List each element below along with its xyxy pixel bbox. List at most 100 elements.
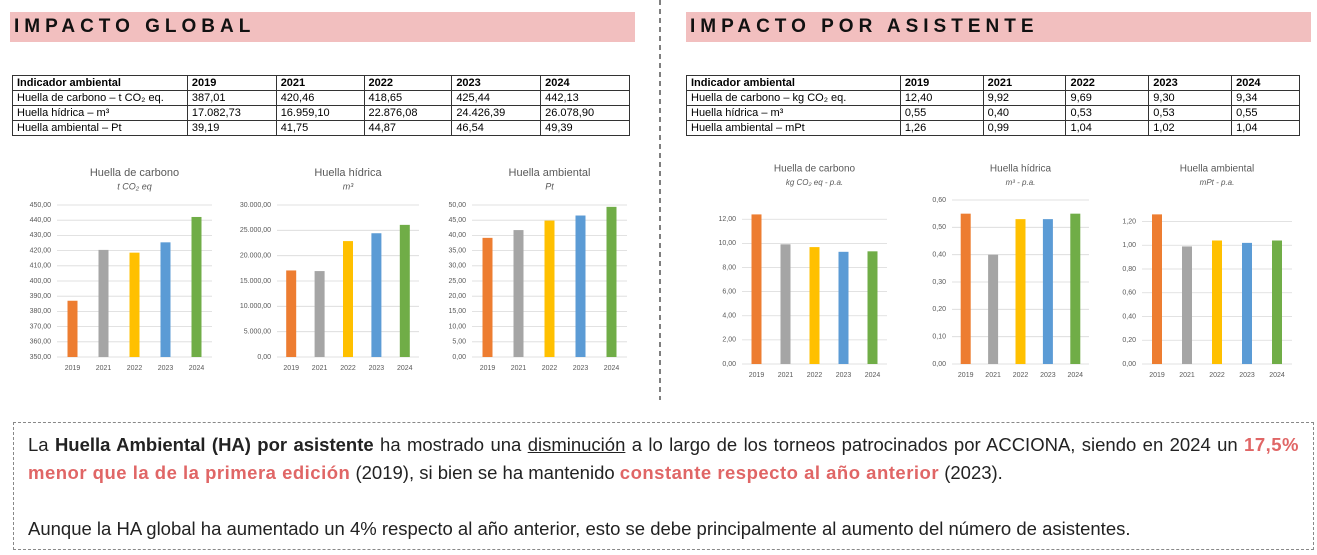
y-tick-label: 440,00: [30, 217, 52, 224]
x-tick-label: 2022: [127, 365, 143, 372]
table-cell: 9,92: [982, 90, 1067, 106]
x-tick-label: 2019: [65, 365, 81, 372]
y-tick-label: 20.000,00: [240, 253, 271, 260]
bar: [129, 252, 140, 357]
chart-subtitle: kg CO₂ eq - p.a.: [786, 178, 843, 187]
y-tick-label: 10,00: [718, 240, 736, 247]
y-tick-label: 0,00: [452, 354, 466, 361]
table-cell: 1,04: [1231, 120, 1300, 136]
x-tick-label: 2021: [511, 365, 527, 372]
x-tick-label: 2023: [1239, 372, 1255, 379]
bar: [838, 251, 849, 364]
bar: [286, 270, 297, 357]
text: Aunque la HA global ha aumentado un 4% r…: [28, 518, 1131, 539]
chart-title: Huella de carbono: [90, 167, 179, 179]
x-tick-label: 2023: [1040, 372, 1056, 379]
table-cell: 17.082,73: [186, 105, 277, 121]
y-tick-label: 30,00: [448, 263, 466, 270]
x-tick-label: 2023: [836, 372, 852, 379]
y-tick-label: 10.000,00: [240, 303, 271, 310]
bar: [67, 300, 78, 357]
chart-title: Huella de carbono: [774, 164, 856, 175]
table-cell: Huella de carbono – kg CO₂ eq.: [686, 90, 901, 106]
bar: [544, 220, 555, 357]
y-tick-label: 360,00: [30, 339, 52, 346]
y-tick-label: 0,00: [932, 361, 946, 368]
y-tick-label: 380,00: [30, 308, 52, 315]
x-tick-label: 2022: [1209, 372, 1225, 379]
paragraph: La Huella Ambiental (HA) por asistente h…: [28, 431, 1299, 487]
x-tick-label: 2022: [340, 365, 356, 372]
y-tick-label: 50,00: [448, 202, 466, 209]
table-cell: 16.959,10: [275, 105, 365, 121]
table-cell: Huella ambiental – mPt: [686, 120, 901, 136]
x-tick-label: 2024: [604, 365, 620, 372]
x-tick-label: 2024: [397, 365, 413, 372]
y-tick-label: 0,60: [1122, 290, 1136, 297]
text: 17,5% menor que la de la primera edición: [28, 434, 1300, 483]
y-tick-label: 410,00: [30, 263, 52, 270]
table-row: Huella de carbono – kg CO₂ eq. 12,40 9,92 9…: [686, 90, 1300, 106]
bar: [513, 230, 524, 357]
y-tick-label: 0,20: [932, 306, 946, 313]
y-tick-label: 430,00: [30, 232, 52, 239]
x-tick-label: 2024: [1269, 372, 1285, 379]
x-tick-label: 2019: [1149, 372, 1165, 379]
bar: [780, 244, 791, 364]
x-tick-label: 2024: [1068, 372, 1084, 379]
y-tick-label: 0,30: [932, 279, 946, 286]
chart-subtitle: t CO₂ eq: [117, 181, 151, 191]
paragraph: Aunque la HA global ha aumentado un 4% r…: [28, 515, 1299, 543]
y-tick-label: 370,00: [30, 323, 52, 330]
summary-box: La Huella Ambiental (HA) por asistente h…: [13, 422, 1314, 550]
table-cell: 0,99: [982, 120, 1067, 136]
y-tick-label: 390,00: [30, 293, 52, 300]
table-cell: 26.078,90: [540, 105, 630, 121]
x-tick-label: 2021: [985, 372, 1001, 379]
x-tick-label: 2022: [542, 365, 558, 372]
table-cell: 2024: [1231, 75, 1300, 91]
y-tick-label: 2,00: [722, 337, 736, 344]
section-title: IMPACTO GLOBAL: [10, 12, 635, 42]
x-tick-label: 2021: [1179, 372, 1195, 379]
y-tick-label: 350,00: [30, 354, 52, 361]
y-tick-label: 8,00: [722, 264, 736, 271]
y-tick-label: 400,00: [30, 278, 52, 285]
y-tick-label: 1,00: [1122, 242, 1136, 249]
x-tick-label: 2023: [369, 365, 385, 372]
y-tick-label: 1,20: [1122, 218, 1136, 225]
y-tick-label: 5.000,00: [244, 329, 271, 336]
x-tick-label: 2021: [778, 372, 794, 379]
y-tick-label: 15.000,00: [240, 278, 271, 285]
chart-title: Huella ambiental: [509, 167, 591, 179]
y-tick-label: 35,00: [448, 247, 466, 254]
text: (2023).: [939, 462, 1003, 483]
y-tick-label: 5,00: [452, 339, 466, 346]
y-tick-label: 45,00: [448, 217, 466, 224]
text: La: [28, 434, 55, 455]
y-tick-label: 40,00: [448, 232, 466, 239]
text: disminución: [527, 434, 626, 455]
text: a lo largo de los torneos patrocinados p…: [625, 434, 1245, 455]
y-tick-label: 15,00: [448, 308, 466, 315]
table-cell: 46,54: [451, 120, 542, 136]
text: constante respecto al año anterior: [619, 462, 940, 483]
x-tick-label: 2019: [480, 365, 496, 372]
bar: [98, 249, 109, 357]
y-tick-label: 6,00: [722, 288, 736, 295]
chart-subtitle: mPt - p.a.: [1200, 178, 1235, 187]
y-tick-label: 25,00: [448, 278, 466, 285]
bar: [1152, 214, 1162, 364]
x-tick-label: 2021: [96, 365, 112, 372]
chart-title: Huella hídrica: [990, 164, 1052, 175]
y-tick-label: 420,00: [30, 247, 52, 254]
chart-subtitle: m³: [343, 181, 354, 191]
table-cell: 44,87: [363, 120, 453, 136]
y-tick-label: 25.000,00: [240, 227, 271, 234]
table-cell: 49,39: [540, 120, 630, 136]
y-tick-label: 0,10: [932, 334, 946, 341]
bar: [191, 216, 202, 357]
table-cell: Huella de carbono – t CO₂ eq.: [12, 90, 188, 106]
y-tick-label: 0,60: [932, 197, 946, 204]
x-tick-label: 2022: [1013, 372, 1029, 379]
